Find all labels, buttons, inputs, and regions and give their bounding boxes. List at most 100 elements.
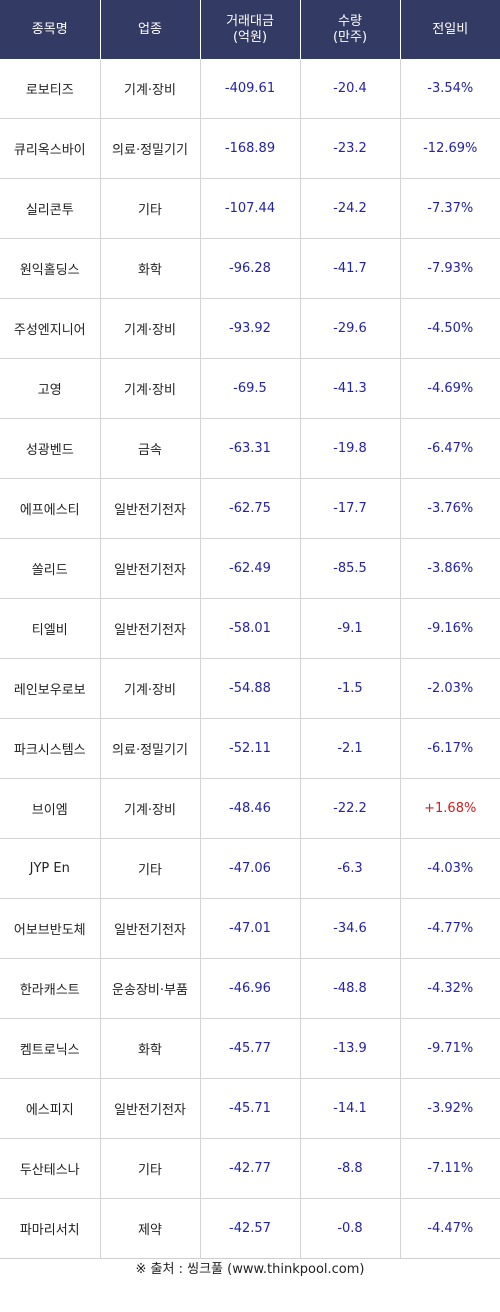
sector-cell: 기계·장비 [100, 59, 201, 119]
change-cell: -9.16% [400, 598, 500, 659]
volume-cell: -22.2 [300, 778, 401, 839]
sector-cell: 화학 [100, 1018, 201, 1079]
volume-cell: -0.8 [300, 1198, 401, 1259]
header-volume: 수량 (만주) [300, 0, 401, 59]
table-header: 종목명 업종 거래대금 (억원) 수량 (만주) 전일비 [0, 0, 500, 59]
change-cell: -7.11% [400, 1138, 500, 1199]
change-cell: -6.17% [400, 718, 500, 779]
volume-cell: -41.3 [300, 358, 401, 419]
source-note: ※ 출처 : 씽크풀 (www.thinkpool.com) [135, 1262, 365, 1277]
change-cell: -4.47% [400, 1198, 500, 1259]
stock-name: 티엘비 [0, 598, 101, 659]
table-row: 에스피지 일반전기전자 -45.71 -14.1 -3.92% [0, 1078, 500, 1139]
stock-name: 주성엔지니어 [0, 298, 101, 359]
table-row: 쏠리드 일반전기전자 -62.49 -85.5 -3.86% [0, 538, 500, 599]
volume-cell: -6.3 [300, 838, 401, 899]
sector-cell: 운송장비·부품 [100, 958, 201, 1019]
trade-amount-cell: -58.01 [200, 598, 301, 659]
stock-name: 어보브반도체 [0, 898, 101, 959]
change-cell: -7.37% [400, 178, 500, 239]
trade-amount-cell: -62.75 [200, 478, 301, 539]
stock-name: JYP En [0, 838, 101, 899]
change-cell: -3.92% [400, 1078, 500, 1139]
trade-amount-cell: -62.49 [200, 538, 301, 599]
change-cell: -12.69% [400, 118, 500, 179]
trade-amount-cell: -45.71 [200, 1078, 301, 1139]
table-row: 레인보우로보 기계·장비 -54.88 -1.5 -2.03% [0, 658, 500, 719]
sector-cell: 기타 [100, 838, 201, 899]
sector-cell: 화학 [100, 238, 201, 299]
trade-amount-cell: -52.11 [200, 718, 301, 779]
table-row: 성광벤드 금속 -63.31 -19.8 -6.47% [0, 418, 500, 479]
trade-amount-cell: -409.61 [200, 59, 301, 119]
sector-cell: 기타 [100, 1138, 201, 1199]
stock-name: 한라캐스트 [0, 958, 101, 1019]
trade-amount-cell: -47.06 [200, 838, 301, 899]
trade-amount-cell: -54.88 [200, 658, 301, 719]
volume-cell: -23.2 [300, 118, 401, 179]
table-row: 파크시스템스 의료·정밀기기 -52.11 -2.1 -6.17% [0, 718, 500, 779]
sector-cell: 일반전기전자 [100, 898, 201, 959]
volume-cell: -1.5 [300, 658, 401, 719]
stock-name: 파크시스템스 [0, 718, 101, 779]
change-cell: -9.71% [400, 1018, 500, 1079]
trade-amount-cell: -47.01 [200, 898, 301, 959]
sector-cell: 일반전기전자 [100, 538, 201, 599]
trade-amount-cell: -93.92 [200, 298, 301, 359]
stock-name: 로보티즈 [0, 59, 101, 119]
trade-amount-cell: -48.46 [200, 778, 301, 839]
trade-amount-cell: -69.5 [200, 358, 301, 419]
volume-cell: -48.8 [300, 958, 401, 1019]
change-cell: -3.54% [400, 59, 500, 119]
header-change: 전일비 [400, 0, 500, 59]
trade-amount-cell: -42.77 [200, 1138, 301, 1199]
change-cell: -4.69% [400, 358, 500, 419]
volume-cell: -17.7 [300, 478, 401, 539]
table-row: 파마리서치 제약 -42.57 -0.8 -4.47% [0, 1198, 500, 1259]
trade-amount-cell: -63.31 [200, 418, 301, 479]
header-row: 종목명 업종 거래대금 (억원) 수량 (만주) 전일비 [0, 0, 500, 59]
sector-cell: 기타 [100, 178, 201, 239]
volume-cell: -24.2 [300, 178, 401, 239]
volume-cell: -9.1 [300, 598, 401, 659]
table-row: JYP En 기타 -47.06 -6.3 -4.03% [0, 838, 500, 899]
change-cell: -4.77% [400, 898, 500, 959]
sector-cell: 의료·정밀기기 [100, 118, 201, 179]
table-row: 한라캐스트 운송장비·부품 -46.96 -48.8 -4.32% [0, 958, 500, 1019]
table-row: 원익홀딩스 화학 -96.28 -41.7 -7.93% [0, 238, 500, 299]
sector-cell: 일반전기전자 [100, 1078, 201, 1139]
volume-cell: -29.6 [300, 298, 401, 359]
change-cell: -2.03% [400, 658, 500, 719]
stock-name: 브이엠 [0, 778, 101, 839]
change-cell: -6.47% [400, 418, 500, 479]
volume-cell: -19.8 [300, 418, 401, 479]
table-row: 브이엠 기계·장비 -48.46 -22.2 +1.68% [0, 778, 500, 839]
volume-cell: -34.6 [300, 898, 401, 959]
table-body: 로보티즈 기계·장비 -409.61 -20.4 -3.54% 큐리옥스바이 의료·정밀기기… [0, 59, 500, 1259]
stock-name: 에프에스티 [0, 478, 101, 539]
change-cell: -3.76% [400, 478, 500, 539]
table-row: 에프에스티 일반전기전자 -62.75 -17.7 -3.76% [0, 478, 500, 539]
trade-amount-cell: -42.57 [200, 1198, 301, 1259]
stock-name: 실리콘투 [0, 178, 101, 239]
table-row: 티엘비 일반전기전자 -58.01 -9.1 -9.16% [0, 598, 500, 659]
table-row: 켐트로닉스 화학 -45.77 -13.9 -9.71% [0, 1018, 500, 1079]
stock-table: 종목명 업종 거래대금 (억원) 수량 (만주) 전일비 로보티즈 기계·장비 -4… [0, 0, 500, 1259]
sector-cell: 기계·장비 [100, 358, 201, 419]
volume-cell: -20.4 [300, 59, 401, 119]
stock-name: 고영 [0, 358, 101, 419]
table-row: 실리콘투 기타 -107.44 -24.2 -7.37% [0, 178, 500, 239]
volume-cell: -41.7 [300, 238, 401, 299]
volume-cell: -85.5 [300, 538, 401, 599]
change-cell: -4.32% [400, 958, 500, 1019]
header-name: 종목명 [0, 0, 101, 59]
sector-cell: 일반전기전자 [100, 598, 201, 659]
table-row: 큐리옥스바이 의료·정밀기기 -168.89 -23.2 -12.69% [0, 118, 500, 179]
sector-cell: 일반전기전자 [100, 478, 201, 539]
stock-name: 켐트로닉스 [0, 1018, 101, 1079]
stock-name: 원익홀딩스 [0, 238, 101, 299]
header-sector: 업종 [100, 0, 201, 59]
volume-cell: -14.1 [300, 1078, 401, 1139]
table-row: 어보브반도체 일반전기전자 -47.01 -34.6 -4.77% [0, 898, 500, 959]
change-cell: -4.50% [400, 298, 500, 359]
